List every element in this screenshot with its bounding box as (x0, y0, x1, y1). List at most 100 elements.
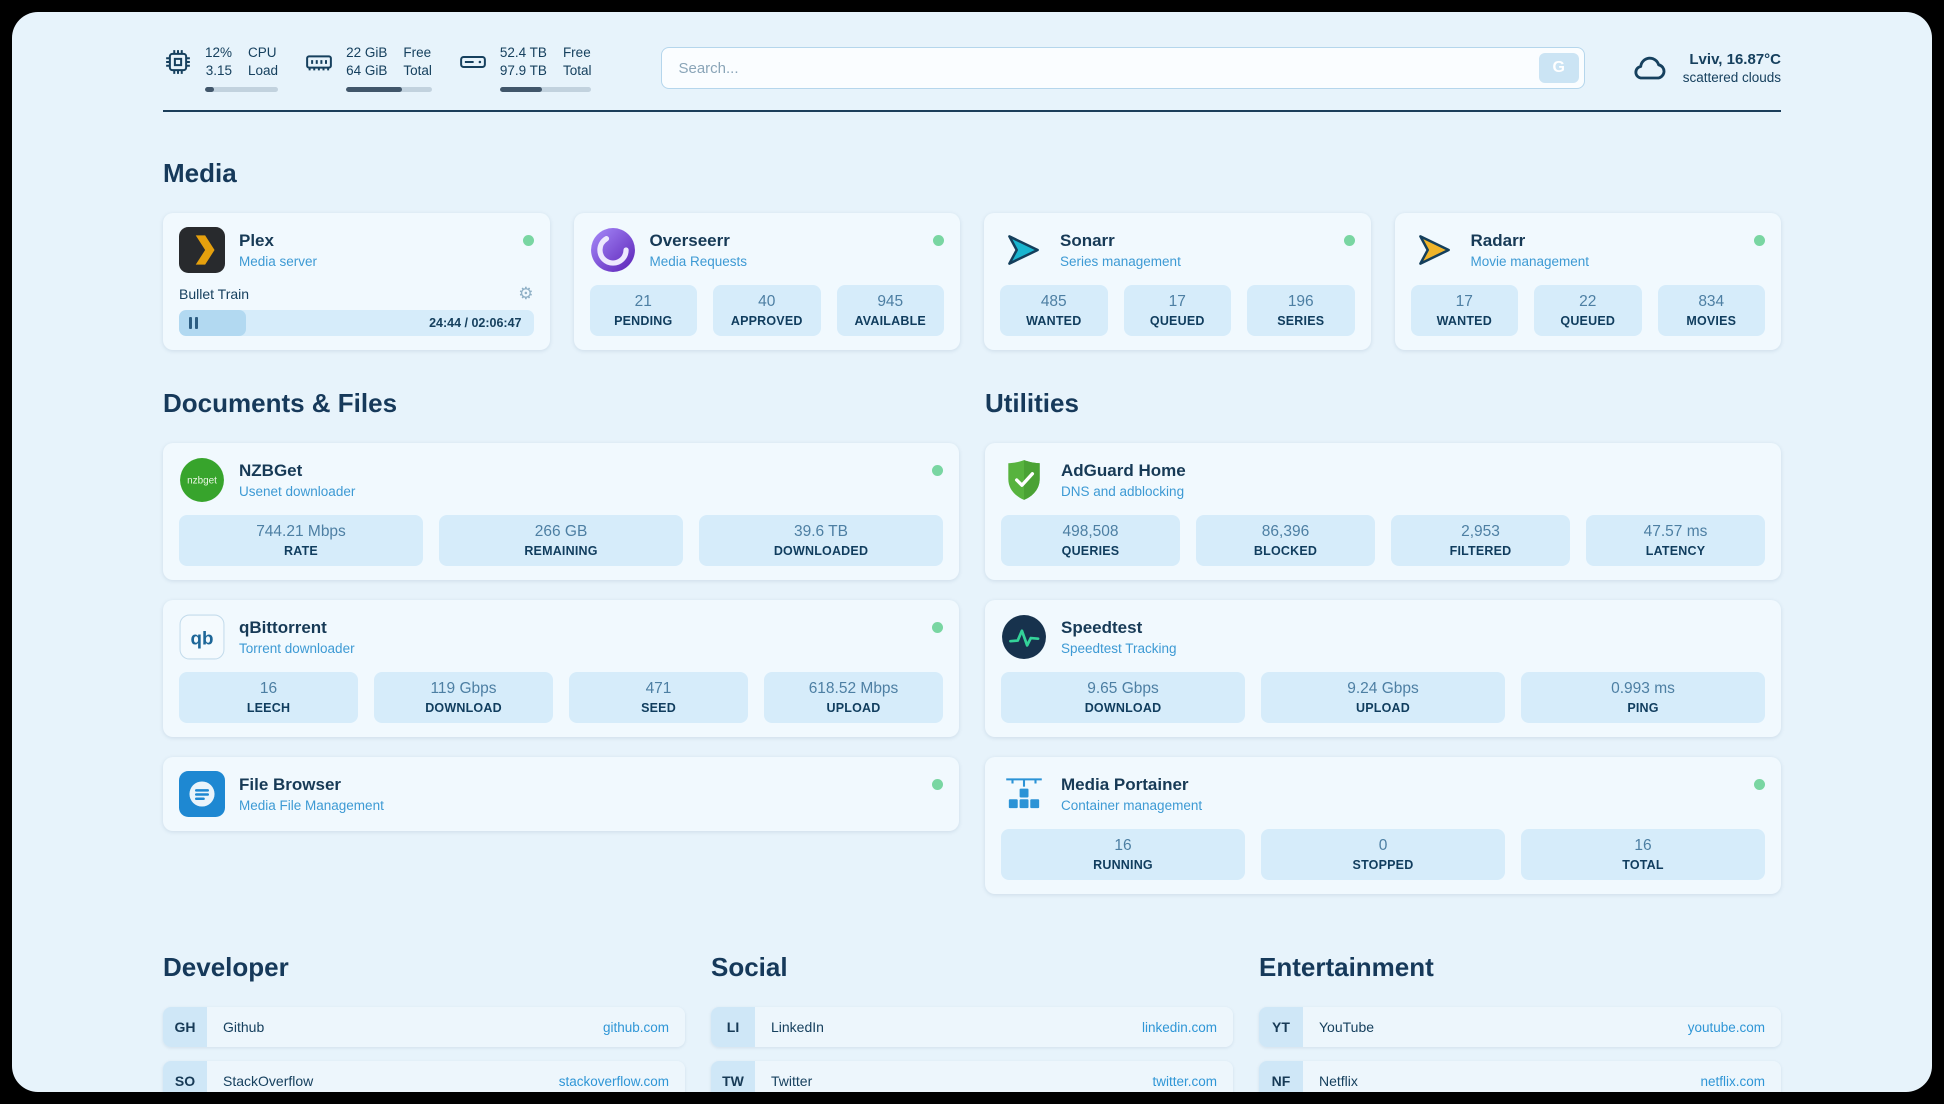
service-subtitle: Speedtest Tracking (1061, 641, 1177, 657)
ram-memory-icon (304, 47, 334, 77)
stat-value: 119 Gbps (430, 680, 497, 698)
stat-value: 0.993 ms (1611, 680, 1675, 698)
service-card-speedtest[interactable]: Speedtest Speedtest Tracking 9.65 Gbps D… (985, 600, 1781, 738)
service-card-overseerr[interactable]: Overseerr Media Requests 21 PENDING 40 A… (573, 213, 960, 351)
header-divider (163, 110, 1781, 113)
stat-box: 744.21 Mbps RATE (179, 515, 423, 567)
service-card-radarr[interactable]: Radarr Movie management 17 WANTED 22 QUE… (1394, 213, 1781, 351)
link-row-github[interactable]: GH Github github.com (163, 1007, 685, 1048)
stat-box: 2,953 FILTERED (1391, 515, 1570, 567)
link-row-netflix[interactable]: NF Netflix netflix.com (1259, 1061, 1781, 1092)
playback-progress-bar[interactable]: 24:44 / 02:06:47 (179, 310, 534, 337)
stat-value: 16 (1114, 837, 1132, 855)
radarr-icon (1411, 227, 1457, 273)
entertainment-links: Entertainment YT YouTube youtube.com NF … (1259, 952, 1781, 1092)
svg-text:nzbget: nzbget (187, 476, 217, 487)
stat-box: 9.24 Gbps UPLOAD (1261, 672, 1505, 724)
stat-box: 22 QUEUED (1534, 285, 1642, 337)
status-dot (1754, 779, 1765, 791)
ram-progress-bar (346, 87, 432, 93)
link-url: stackoverflow.com (558, 1073, 669, 1089)
top-bar: 12% 3.15 CPU Load (163, 44, 1781, 93)
link-row-linkedin[interactable]: LI LinkedIn linkedin.com (711, 1007, 1233, 1048)
search-input[interactable] (661, 47, 1585, 90)
stat-label: REMAINING (524, 544, 598, 559)
link-row-stackoverflow[interactable]: SO StackOverflow stackoverflow.com (163, 1061, 685, 1092)
status-dot (1754, 235, 1765, 247)
stat-box: 86,396 BLOCKED (1196, 515, 1375, 567)
cpu-values: 12% 3.15 (205, 45, 233, 79)
link-url: netflix.com (1700, 1073, 1765, 1089)
playback-time: 24:44 / 02:06:47 (429, 316, 522, 331)
service-card-qbittorrent[interactable]: qb qBittorrent Torrent downloader 16 LEE… (163, 600, 959, 738)
service-subtitle: Container management (1061, 798, 1203, 814)
service-title: NZBGet (239, 461, 303, 481)
stat-label: LATENCY (1645, 544, 1706, 559)
link-row-twitter[interactable]: TW Twitter twitter.com (711, 1061, 1233, 1092)
section-heading-entertainment: Entertainment (1259, 952, 1434, 983)
service-subtitle: Media server (239, 254, 318, 270)
status-dot (932, 779, 943, 791)
stat-value: 834 (1698, 293, 1725, 311)
weather-widget: Lviv, 16.87°C scattered clouds (1629, 48, 1781, 88)
stat-value: 0 (1378, 837, 1388, 855)
stat-value: 40 (758, 293, 776, 311)
pause-icon[interactable] (189, 317, 192, 330)
stat-value: 9.65 Gbps (1087, 680, 1159, 698)
link-url: twitter.com (1152, 1073, 1217, 1089)
stat-label: QUEUED (1149, 314, 1205, 329)
service-card-adguard[interactable]: AdGuard Home DNS and adblocking 498,508 … (985, 443, 1781, 581)
link-abbr-badge: TW (711, 1061, 755, 1092)
service-title: Media Portainer (1061, 775, 1189, 795)
stat-label: DOWNLOAD (1084, 701, 1162, 716)
now-playing-title: Bullet Train (179, 285, 250, 302)
status-dot (933, 235, 944, 247)
documents-column: Documents & Files nzbget NZBGet Usenet d… (163, 354, 959, 832)
stat-label: DOWNLOADED (773, 544, 869, 559)
stat-value: 47.57 ms (1643, 523, 1708, 541)
media-cards-row: Plex Media server Bullet Train ⚙ 24:44 /… (163, 213, 1781, 351)
service-subtitle: Torrent downloader (239, 641, 355, 657)
stat-label: BLOCKED (1253, 544, 1318, 559)
service-card-portainer[interactable]: Media Portainer Container management 16 … (985, 757, 1781, 895)
stat-box: 945 AVAILABLE (836, 285, 944, 337)
link-row-youtube[interactable]: YT YouTube youtube.com (1259, 1007, 1781, 1048)
link-url: linkedin.com (1141, 1019, 1217, 1035)
stat-box: 196 SERIES (1247, 285, 1355, 337)
stat-box: 0 STOPPED (1261, 829, 1505, 881)
stat-label: MOVIES (1686, 314, 1737, 329)
stat-box: 39.6 TB DOWNLOADED (699, 515, 943, 567)
search-provider-button[interactable]: G (1538, 53, 1579, 84)
link-abbr-badge: YT (1259, 1007, 1303, 1048)
stat-box: 21 PENDING (589, 285, 697, 337)
stat-value: 618.52 Mbps (808, 680, 899, 698)
stat-box: 9.65 Gbps DOWNLOAD (1001, 672, 1245, 724)
service-title: File Browser (239, 775, 342, 795)
filebrowser-icon (179, 771, 225, 818)
speedtest-icon (1001, 614, 1047, 660)
service-card-sonarr[interactable]: Sonarr Series management 485 WANTED 17 Q… (984, 213, 1371, 351)
service-subtitle: Media Requests (649, 254, 748, 270)
service-card-plex[interactable]: Plex Media server Bullet Train ⚙ 24:44 /… (163, 213, 550, 351)
stat-box: 0.993 ms PING (1521, 672, 1765, 724)
stat-value: 39.6 TB (793, 523, 848, 541)
svg-text:qb: qb (191, 628, 214, 649)
nzbget-icon: nzbget (179, 457, 225, 503)
stat-value: 21 (634, 293, 652, 311)
stat-value: 485 (1040, 293, 1067, 311)
cloud-icon (1629, 48, 1669, 88)
stat-label: QUEUED (1560, 314, 1616, 329)
stat-label: FILTERED (1449, 544, 1512, 559)
service-card-nzbget[interactable]: nzbget NZBGet Usenet downloader 744.21 M… (163, 443, 959, 581)
weather-location: Lviv, 16.87°C (1689, 51, 1781, 69)
stat-box: 485 WANTED (1000, 285, 1108, 337)
link-label: Twitter (771, 1073, 813, 1090)
link-url: github.com (602, 1019, 669, 1035)
service-card-filebrowser[interactable]: File Browser Media File Management (163, 757, 959, 832)
stat-box: 16 LEECH (179, 672, 358, 724)
disk-progress-bar (499, 87, 592, 93)
disk-widget: 52.4 TB 97.9 TB Free Total (458, 44, 592, 93)
developer-links: Developer GH Github github.com SO StackO… (163, 952, 685, 1092)
link-abbr-badge: LI (711, 1007, 755, 1048)
gear-icon[interactable]: ⚙ (518, 284, 534, 304)
